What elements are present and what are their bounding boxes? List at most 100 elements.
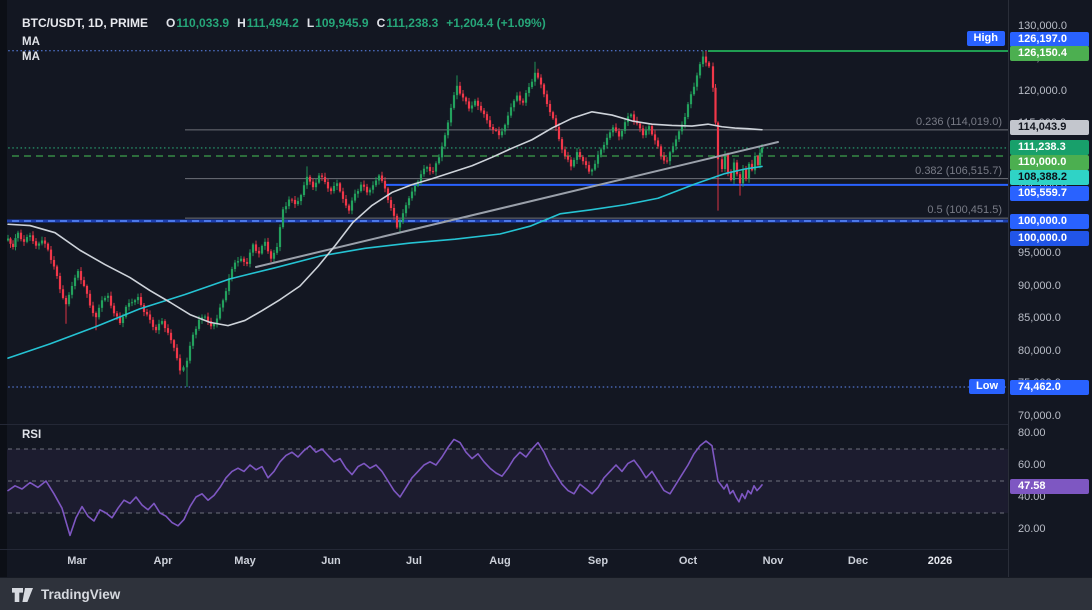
- candle-body: [467, 101, 471, 109]
- candle-body: [374, 180, 378, 186]
- candle-body: [362, 184, 366, 187]
- candle-body: [545, 94, 549, 104]
- candle-body: [31, 235, 35, 242]
- candle-body: [686, 104, 690, 117]
- candle-body: [160, 321, 164, 324]
- candle-body: [554, 118, 558, 127]
- candle-body: [488, 120, 492, 127]
- tradingview-brand[interactable]: TradingView: [41, 587, 121, 602]
- candle-body: [596, 154, 600, 164]
- candle-body: [317, 175, 321, 183]
- candle-body: [88, 293, 92, 306]
- pane-separator[interactable]: [0, 424, 1092, 425]
- candle-body: [464, 97, 468, 102]
- time-tick-dec: Dec: [847, 555, 869, 567]
- candle-body: [347, 205, 351, 211]
- candle-body: [383, 180, 387, 189]
- close-value-badge: 111,238.3: [1010, 139, 1089, 155]
- candle-body: [530, 81, 534, 88]
- candle-body: [182, 367, 185, 371]
- candle-body: [581, 157, 585, 162]
- candle-body: [233, 262, 237, 270]
- candle-body: [368, 189, 372, 193]
- candle-body: [665, 160, 669, 162]
- candle-body: [326, 182, 330, 189]
- candle-body: [329, 188, 333, 192]
- candle-body: [747, 163, 751, 179]
- chart-canvas[interactable]: BTC/USDT, 1D, PRIME O110,033.9 H111,494.2 L…: [0, 0, 1008, 577]
- candle-body: [590, 169, 594, 172]
- price-axis[interactable]: 130,000.0125,000.0120,000.0115,000.0110,…: [1008, 0, 1092, 577]
- candle-body: [425, 167, 429, 169]
- candle-body: [287, 199, 291, 207]
- candle-body: [353, 193, 357, 201]
- ma-legend-1[interactable]: MA: [22, 36, 40, 48]
- ma2-line[interactable]: [7, 165, 763, 359]
- candle-body: [515, 95, 519, 101]
- ma1-line[interactable]: [7, 111, 763, 327]
- candle-body: [359, 184, 363, 192]
- candle-body: [758, 152, 762, 166]
- candle-body: [260, 245, 264, 254]
- candle-body: [11, 243, 15, 247]
- candle-body: [305, 176, 309, 186]
- candle-body: [58, 276, 62, 290]
- time-tick-sep: Sep: [587, 555, 609, 567]
- candle-body: [106, 295, 110, 298]
- candle-body: [215, 318, 219, 324]
- symbol-title[interactable]: BTC/USDT, 1D, PRIME: [22, 16, 149, 30]
- candle-body: [524, 92, 528, 103]
- tradingview-logo-icon[interactable]: [12, 587, 34, 603]
- candle-body: [55, 266, 59, 277]
- candle-body: [419, 174, 423, 182]
- rsi-legend[interactable]: RSI: [22, 429, 42, 441]
- candle-body: [395, 215, 399, 228]
- candle-body: [103, 297, 107, 301]
- candle-body: [218, 307, 222, 319]
- candle-body: [548, 104, 552, 113]
- candle-body: [64, 297, 68, 305]
- candle-body: [569, 159, 573, 167]
- candle-body: [614, 127, 618, 132]
- candle-body: [485, 114, 489, 121]
- candle-body: [572, 159, 576, 167]
- candle-body: [335, 183, 339, 186]
- candle-body: [575, 152, 579, 160]
- rsi-line[interactable]: [7, 438, 763, 537]
- candle-body: [185, 360, 189, 368]
- candle-body: [332, 185, 336, 192]
- candle-body: [578, 152, 582, 158]
- candle-body: [497, 130, 501, 136]
- close-label: C: [376, 16, 386, 30]
- candle-body: [617, 131, 621, 137]
- candle-body: [121, 316, 125, 324]
- candle-body: [650, 126, 654, 135]
- price-tick: 95,000.0: [1018, 247, 1061, 259]
- candle-body: [714, 87, 717, 123]
- price-chart[interactable]: [0, 0, 1008, 577]
- trendline[interactable]: [255, 141, 779, 269]
- candle-body: [356, 191, 360, 194]
- candle-body: [503, 124, 507, 132]
- candle-body: [251, 244, 255, 253]
- candle-body: [73, 277, 77, 286]
- candle-body: [738, 174, 742, 184]
- candle-body: [753, 156, 757, 171]
- time-axis[interactable]: Mar Apr May Jun Jul Aug Sep Oct Nov Dec 2026: [0, 550, 1008, 577]
- candle-body: [61, 289, 65, 298]
- candle-body: [458, 85, 462, 94]
- candle-body: [440, 146, 444, 158]
- candle-body: [100, 300, 104, 308]
- ma-legend-2[interactable]: MA: [22, 51, 40, 63]
- candle-body: [136, 297, 140, 301]
- candle-body: [82, 280, 86, 286]
- candle-body: [118, 316, 122, 324]
- candle-body: [750, 163, 754, 171]
- candle-body: [644, 130, 648, 136]
- candle-body: [533, 72, 537, 82]
- candle-body: [760, 147, 764, 153]
- candle-body: [148, 314, 152, 320]
- candle-body: [14, 238, 17, 247]
- candle-body: [680, 124, 684, 132]
- candle-body: [194, 328, 198, 335]
